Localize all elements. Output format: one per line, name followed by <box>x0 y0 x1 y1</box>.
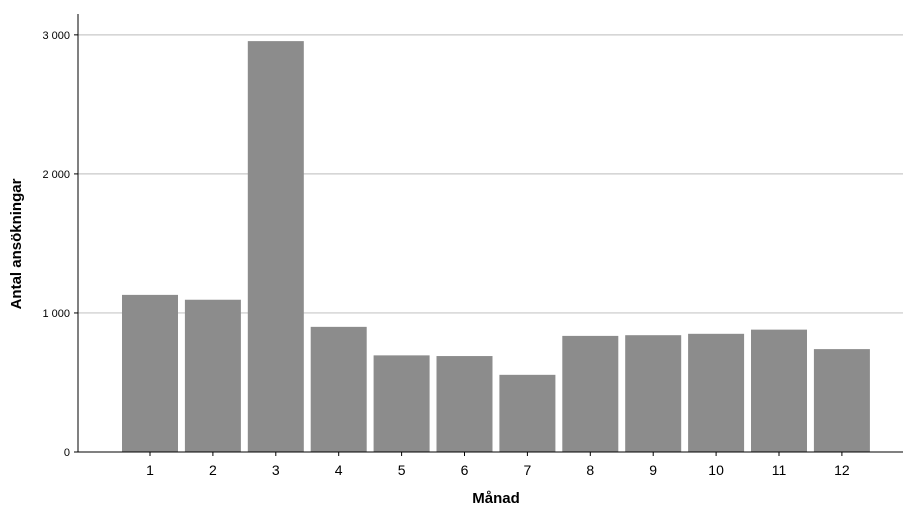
y-axis-title: Antal ansökningar <box>8 178 25 309</box>
x-tick-label: 11 <box>772 462 787 478</box>
bar-12 <box>813 349 870 452</box>
y-tick-label: 0 <box>64 447 70 459</box>
bar-6 <box>436 356 493 452</box>
y-tick-label: 1 000 <box>42 308 70 320</box>
bar-5 <box>373 355 430 452</box>
bar-7 <box>499 374 556 452</box>
bar-9 <box>625 335 682 452</box>
bars <box>122 41 870 452</box>
x-tick-label: 12 <box>834 462 850 478</box>
bar-1 <box>122 294 178 452</box>
y-tick-label: 2 000 <box>42 169 70 181</box>
x-tick-label: 8 <box>586 462 594 478</box>
x-tick-label: 4 <box>335 462 343 478</box>
bar-11 <box>751 329 807 452</box>
gridlines <box>78 34 903 314</box>
x-tick-label: 1 <box>146 462 154 478</box>
x-tick-labels: 1 2 3 4 5 6 7 8 9 10 11 12 <box>146 452 850 478</box>
y-tick-label: 3 000 <box>42 30 70 42</box>
bar-10 <box>688 333 745 452</box>
x-tick-label: 10 <box>708 462 724 478</box>
x-tick-label: 2 <box>209 462 217 478</box>
x-tick-label: 3 <box>272 462 280 478</box>
x-tick-label: 6 <box>461 462 469 478</box>
x-tick-label: 5 <box>398 462 406 478</box>
bar-2 <box>184 299 241 452</box>
bar-8 <box>562 335 619 452</box>
x-tick-label: 7 <box>524 462 532 478</box>
y-tick-labels: 0 1 000 2 000 3 000 <box>42 30 78 459</box>
bar-4 <box>310 326 367 452</box>
axes <box>77 14 903 453</box>
bar-3 <box>247 41 304 452</box>
x-axis-title: Månad <box>472 490 520 507</box>
x-tick-label: 9 <box>649 462 657 478</box>
